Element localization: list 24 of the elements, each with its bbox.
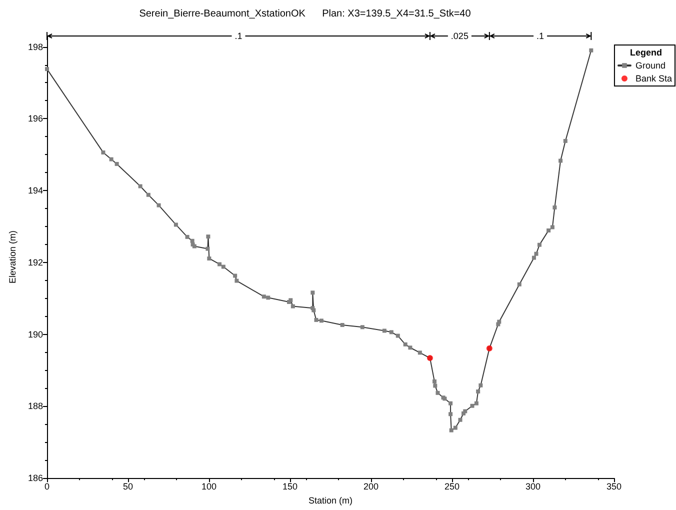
y-tick-label: 198	[28, 42, 43, 52]
y-tick-label: 196	[28, 114, 43, 124]
y-axis-title: Elevation (m)	[8, 230, 18, 284]
x-tick-label: 50	[122, 482, 134, 492]
annotation: .1	[234, 31, 242, 41]
x-tick-label: 250	[444, 482, 460, 492]
x-tick-label: 350	[606, 482, 622, 492]
y-tick-label: 188	[28, 401, 43, 412]
chart-title: Serein_Bierre-Beaumont_XstationOK Plan: X3=139.5_X4=31.5_Stk=40	[139, 8, 472, 20]
x-axis-title: Station (m)	[308, 496, 353, 506]
legend-label: Ground	[635, 60, 666, 70]
x-tick-label: 200	[363, 482, 379, 492]
x-tick-label: 0	[44, 482, 50, 492]
y-tick-label: 186	[28, 473, 43, 484]
y-tick-label: 190	[28, 329, 43, 340]
legend-title: Legend	[630, 48, 662, 58]
annotation: .025	[450, 31, 468, 41]
x-tick-label: 150	[282, 482, 298, 492]
annotation: .1	[536, 31, 544, 41]
y-tick-label: 194	[28, 186, 43, 196]
y-tick-label: 192	[28, 257, 43, 268]
x-tick-label: 100	[201, 482, 217, 492]
legend-label: Bank Sta	[635, 74, 672, 84]
x-tick-label: 300	[525, 482, 541, 492]
